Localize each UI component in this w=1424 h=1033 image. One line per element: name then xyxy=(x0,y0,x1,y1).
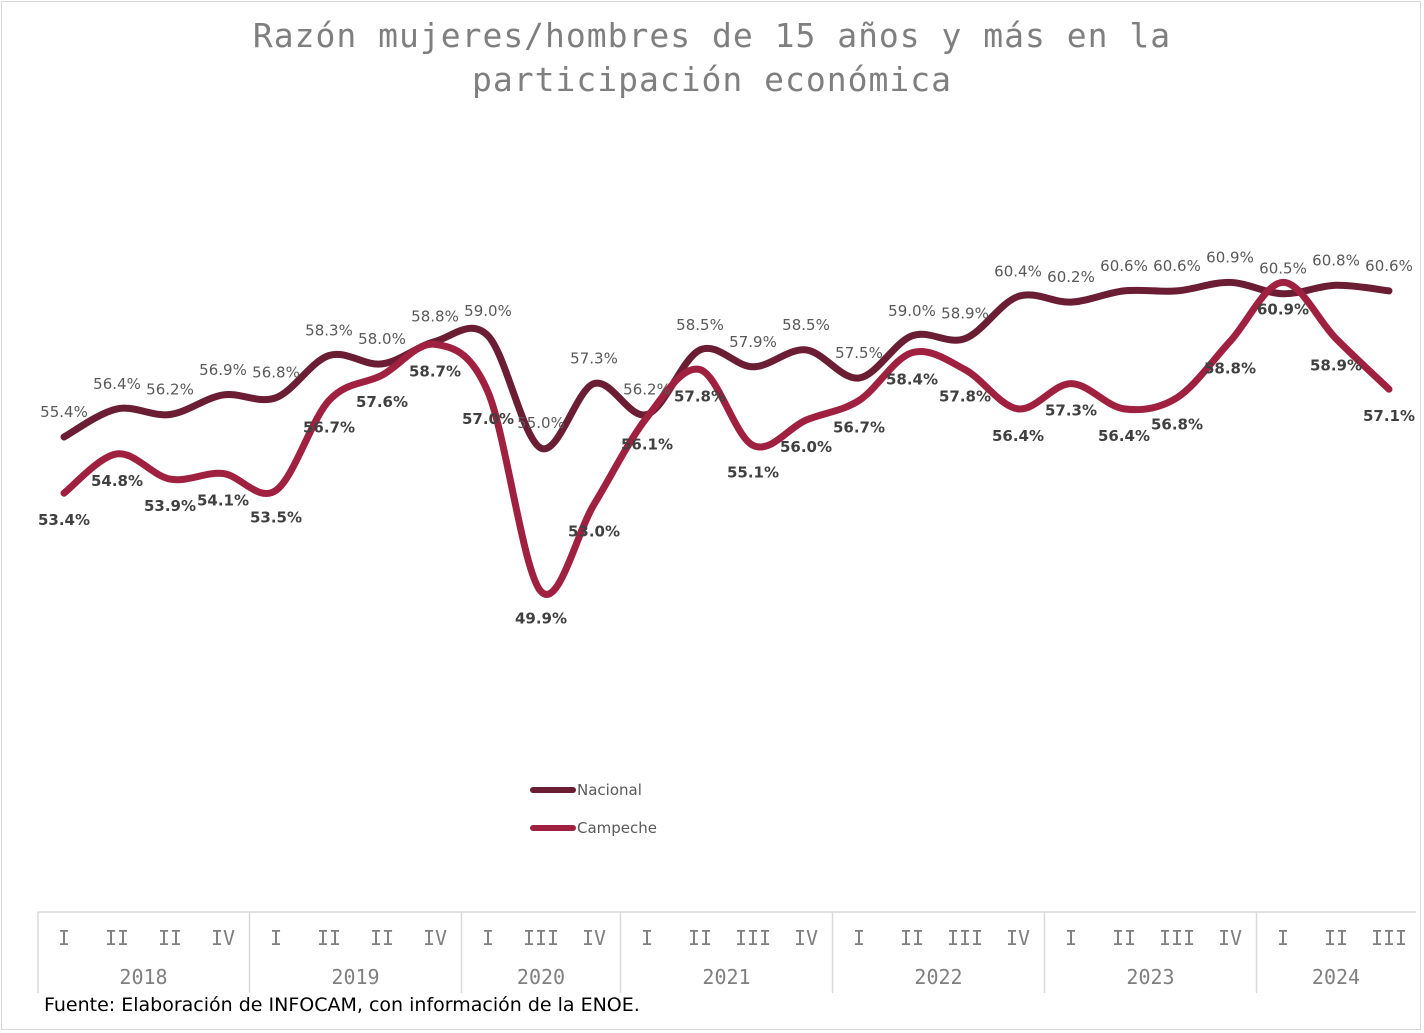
data-label-nacional: 60.4% xyxy=(994,263,1042,281)
data-label-nacional: 60.6% xyxy=(1365,257,1413,275)
data-label-nacional: 59.0% xyxy=(464,302,512,320)
data-label-campeche: 49.9% xyxy=(515,610,567,628)
x-tick-label: II xyxy=(900,926,924,950)
data-label-campeche: 57.6% xyxy=(356,393,408,411)
x-tick-label: I xyxy=(482,926,494,950)
x-tick-label: IV xyxy=(582,926,606,950)
x-tick-label: I xyxy=(58,926,70,950)
x-year-label: 2024 xyxy=(1312,965,1360,989)
x-tick-label: II xyxy=(317,926,341,950)
x-tick-label: II xyxy=(1324,926,1348,950)
x-tick-label: IV xyxy=(794,926,818,950)
data-label-campeche: 57.1% xyxy=(1363,407,1415,425)
data-label-campeche: 57.3% xyxy=(1045,402,1097,420)
data-label-campeche: 56.4% xyxy=(1098,427,1150,445)
x-year-label: 2022 xyxy=(914,965,962,989)
x-tick-label: IV xyxy=(1006,926,1030,950)
data-label-nacional: 56.9% xyxy=(199,361,247,379)
data-label-campeche: 56.1% xyxy=(621,435,673,453)
x-year-label: 2018 xyxy=(119,965,167,989)
data-label-campeche: 58.8% xyxy=(1204,359,1256,377)
data-label-nacional: 58.3% xyxy=(305,322,353,340)
x-tick-label: IV xyxy=(423,926,447,950)
data-label-campeche: 56.7% xyxy=(833,418,885,436)
data-label-campeche: 56.4% xyxy=(992,427,1044,445)
x-tick-label: III xyxy=(1371,926,1407,950)
data-label-campeche: 60.9% xyxy=(1257,300,1309,318)
data-label-nacional: 60.5% xyxy=(1259,260,1307,278)
series-line-nacional xyxy=(60,278,1393,453)
data-label-nacional: 58.8% xyxy=(411,307,459,325)
x-tick-label: II xyxy=(158,926,182,950)
x-tick-label: I xyxy=(1065,926,1077,950)
data-label-campeche: 54.8% xyxy=(91,472,143,490)
x-tick-label: I xyxy=(641,926,653,950)
x-year-label: 2023 xyxy=(1126,965,1174,989)
data-label-campeche: 54.1% xyxy=(197,492,249,510)
data-label-nacional: 56.2% xyxy=(623,381,671,399)
x-tick-label: IV xyxy=(1218,926,1242,950)
data-label-nacional: 60.9% xyxy=(1206,248,1254,266)
x-tick-label: I xyxy=(853,926,865,950)
data-label-nacional: 57.9% xyxy=(729,333,777,351)
data-label-campeche: 56.0% xyxy=(780,438,832,456)
data-label-campeche: 58.7% xyxy=(409,362,461,380)
x-year-label: 2020 xyxy=(517,965,565,989)
legend-label-nacional: Nacional xyxy=(577,781,642,799)
chart-title: Razón mujeres/hombres de 15 años y más e… xyxy=(252,16,1172,99)
data-label-nacional: 57.5% xyxy=(835,344,883,362)
x-tick-label: III xyxy=(523,926,559,950)
data-label-campeche: 53.9% xyxy=(144,497,196,515)
data-label-campeche: 56.7% xyxy=(303,418,355,436)
x-tick-label: II xyxy=(688,926,712,950)
data-label-nacional: 57.3% xyxy=(570,350,618,368)
data-label-nacional: 60.8% xyxy=(1312,251,1360,269)
x-tick-label: II xyxy=(1112,926,1136,950)
x-tick-label: II xyxy=(105,926,129,950)
data-label-nacional: 58.0% xyxy=(358,330,406,348)
data-label-campeche: 57.8% xyxy=(674,388,726,406)
legend-label-campeche: Campeche xyxy=(577,819,657,837)
data-label-nacional: 60.6% xyxy=(1100,257,1148,275)
x-tick-label: I xyxy=(1277,926,1289,950)
x-year-label: 2021 xyxy=(702,965,750,989)
data-label-campeche: 53.4% xyxy=(38,511,90,529)
x-year-label: 2019 xyxy=(331,965,379,989)
data-label-campeche: 57.0% xyxy=(462,410,514,428)
data-label-campeche: 55.1% xyxy=(727,463,779,481)
data-label-nacional: 58.5% xyxy=(676,316,724,334)
data-label-campeche: 57.8% xyxy=(939,388,991,406)
data-label-nacional: 60.2% xyxy=(1047,268,1095,286)
data-label-nacional: 58.9% xyxy=(941,305,989,323)
x-tick-label: III xyxy=(947,926,983,950)
data-label-campeche: 56.8% xyxy=(1151,416,1203,434)
data-label-campeche: 58.4% xyxy=(886,371,938,389)
data-label-nacional: 60.6% xyxy=(1153,257,1201,275)
x-tick-label: I xyxy=(270,926,282,950)
data-label-nacional: 55.0% xyxy=(517,414,565,432)
x-tick-label: III xyxy=(1159,926,1195,950)
source-note: Fuente: Elaboración de INFOCAM, con info… xyxy=(44,994,640,1016)
series-line-campeche xyxy=(60,278,1393,598)
data-label-nacional: 56.8% xyxy=(252,364,300,382)
data-label-nacional: 59.0% xyxy=(888,302,936,320)
data-label-nacional: 55.4% xyxy=(40,403,88,421)
x-tick-label: III xyxy=(735,926,771,950)
data-label-campeche: 53.0% xyxy=(568,522,620,540)
data-label-nacional: 56.2% xyxy=(146,381,194,399)
data-label-nacional: 58.5% xyxy=(782,316,830,334)
x-tick-label: II xyxy=(370,926,394,950)
data-label-nacional: 56.4% xyxy=(93,375,141,393)
data-label-campeche: 58.9% xyxy=(1310,357,1362,375)
x-tick-label: IV xyxy=(211,926,235,950)
data-label-campeche: 53.5% xyxy=(250,508,302,526)
